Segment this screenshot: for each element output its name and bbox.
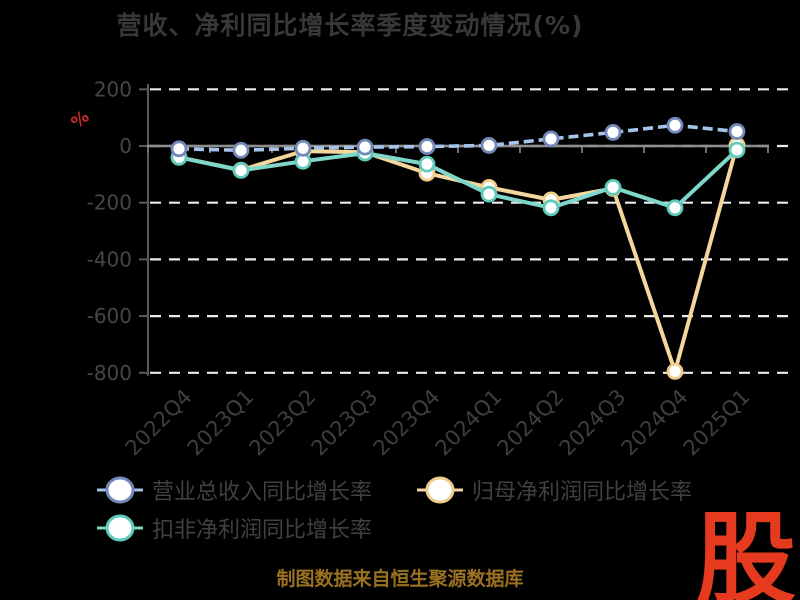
svg-text:2024Q3: 2024Q3 <box>555 385 631 461</box>
svg-text:0: 0 <box>119 134 132 158</box>
svg-text:2025Q1: 2025Q1 <box>679 385 755 461</box>
svg-text:200: 200 <box>94 77 132 101</box>
svg-text:2024Q2: 2024Q2 <box>493 385 569 461</box>
legend-label-net-profit: 归母净利润同比增长率 <box>472 480 693 505</box>
watermark-logo: 股 <box>696 501 796 600</box>
line-marker-icon <box>97 514 143 542</box>
svg-text:2023Q3: 2023Q3 <box>307 385 383 461</box>
line-marker-icon <box>97 476 143 504</box>
svg-text:2023Q4: 2023Q4 <box>369 385 445 461</box>
chart-svg: 2000-200-400-600-8002022Q42023Q12023Q220… <box>87 77 789 461</box>
legend-item-revenue: 营业总收入同比增长率 <box>96 474 372 506</box>
footer-note: 制图数据来自恒生聚源数据库 <box>276 568 524 590</box>
legend-item-non-recurring-profit: 扣非净利润同比增长率 <box>96 512 372 544</box>
legend-label-revenue: 营业总收入同比增长率 <box>152 480 373 505</box>
legend-row-1: 营业总收入同比增长率 归母净利润同比增长率 <box>96 474 692 506</box>
svg-text:2023Q2: 2023Q2 <box>245 385 321 461</box>
svg-text:2023Q1: 2023Q1 <box>183 385 259 461</box>
svg-text:2024Q1: 2024Q1 <box>431 385 507 461</box>
line-marker-icon <box>417 476 464 504</box>
svg-text:2024Q4: 2024Q4 <box>617 385 693 461</box>
svg-text:-800: -800 <box>87 361 132 385</box>
svg-text:2022Q4: 2022Q4 <box>121 385 197 461</box>
legend-row-2: 扣非净利润同比增长率 <box>96 512 692 544</box>
chart-title: 营收、净利同比增长率季度变动情况(%) <box>116 11 584 40</box>
legend-label-non-recurring-profit: 扣非净利润同比增长率 <box>152 518 373 543</box>
svg-text:-400: -400 <box>87 247 132 271</box>
svg-text:-600: -600 <box>87 304 132 328</box>
legend: 营业总收入同比增长率 归母净利润同比增长率 扣非净利润同比增长率 <box>96 474 692 550</box>
legend-item-net-profit: 归母净利润同比增长率 <box>416 474 692 506</box>
svg-text:-200: -200 <box>87 191 132 215</box>
